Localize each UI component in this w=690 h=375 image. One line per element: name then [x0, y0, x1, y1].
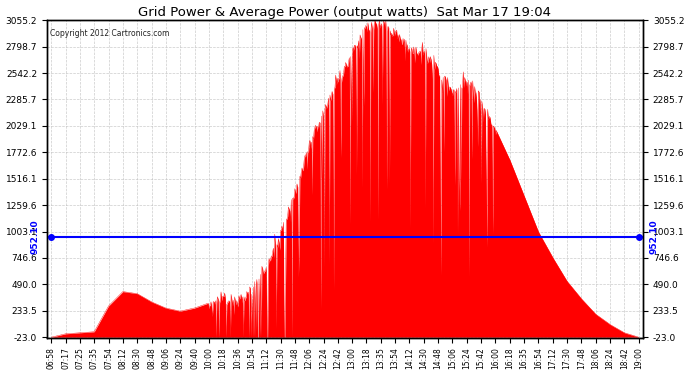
Title: Grid Power & Average Power (output watts)  Sat Mar 17 19:04: Grid Power & Average Power (output watts… — [139, 6, 551, 18]
Text: Copyright 2012 Cartronics.com: Copyright 2012 Cartronics.com — [50, 29, 169, 38]
Text: 952.10: 952.10 — [31, 219, 40, 254]
Text: 952.10: 952.10 — [649, 219, 658, 254]
